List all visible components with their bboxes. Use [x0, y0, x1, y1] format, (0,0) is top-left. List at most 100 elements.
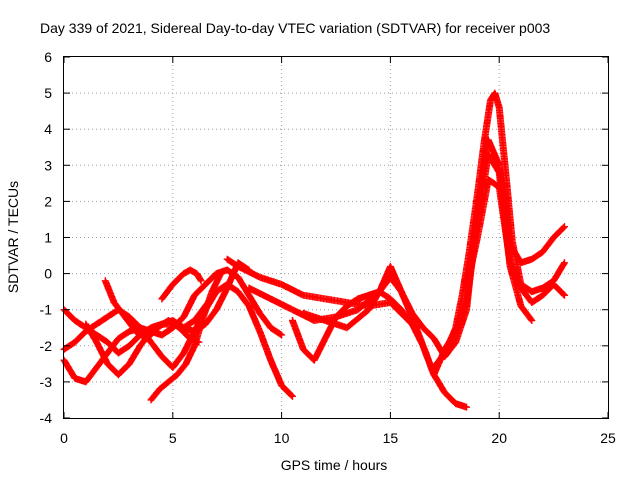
data-point-run — [365, 289, 383, 314]
data-point-run — [517, 284, 535, 305]
data-point-run — [495, 104, 510, 175]
data-point-run — [164, 317, 182, 331]
x-tick-label: 25 — [600, 430, 616, 446]
data-point-run — [201, 271, 219, 288]
x-tick-label: 5 — [169, 430, 177, 446]
data-point-run — [473, 141, 488, 198]
y-tick-label: 6 — [44, 49, 52, 65]
data-point — [560, 291, 568, 299]
data-point-run — [550, 280, 567, 298]
data-point-run — [528, 292, 545, 306]
data-point-run — [175, 324, 193, 341]
data-point-run — [430, 350, 448, 371]
y-tick-label: -4 — [40, 410, 53, 426]
data-point-run — [343, 296, 361, 310]
data-point-run — [158, 353, 176, 370]
data-point-run — [234, 262, 262, 280]
data-point-run — [386, 262, 405, 294]
data-point-run — [93, 338, 111, 366]
data-point-run — [191, 282, 208, 299]
data-point — [278, 331, 286, 339]
data-point-run — [256, 327, 274, 363]
data-point-run — [289, 317, 307, 352]
data-point-run — [208, 271, 224, 296]
data-point-run — [143, 325, 160, 343]
data-point-run — [245, 302, 263, 334]
data-point-run — [299, 291, 328, 303]
data-point — [528, 317, 536, 325]
y-tick-label: 0 — [44, 266, 52, 282]
data-point-run — [452, 307, 470, 346]
data-point-run — [267, 295, 295, 313]
data-point-run — [278, 382, 295, 399]
data-point — [560, 259, 568, 267]
data-point-run — [397, 288, 415, 316]
x-tick-label: 10 — [274, 430, 290, 446]
data-point — [560, 223, 568, 231]
data-point-run — [104, 360, 121, 378]
data-point-run — [550, 224, 567, 241]
data-point-run — [245, 284, 273, 302]
data-point-run — [452, 293, 466, 332]
data-point-run — [310, 336, 328, 364]
data-point-run — [539, 282, 556, 299]
data-point-run — [502, 169, 516, 244]
y-tick-label: -2 — [40, 338, 53, 354]
x-tick-label: 15 — [383, 430, 399, 446]
data-point-run — [164, 372, 180, 386]
data-point — [463, 403, 471, 411]
data-point-run — [256, 273, 284, 288]
data-point-run — [125, 343, 143, 368]
grid — [64, 57, 608, 418]
data-point-run — [101, 277, 117, 305]
data-point — [288, 392, 296, 400]
data-point-run — [110, 299, 128, 320]
x-axis-label: GPS time / hours — [281, 457, 388, 473]
data-point-run — [125, 332, 143, 350]
plot-frame — [63, 56, 609, 419]
series-track-11 — [299, 136, 568, 361]
data-point-run — [463, 235, 481, 292]
data-point-run — [473, 177, 492, 241]
data-point-run — [539, 278, 556, 292]
data-point-run — [517, 302, 535, 323]
data-point-run — [93, 314, 110, 328]
data-point-run — [147, 386, 163, 404]
series-track-6 — [147, 270, 225, 404]
data-point-run — [465, 192, 481, 259]
x-tick-label: 0 — [60, 430, 68, 446]
data-point-run — [245, 291, 263, 316]
data-point — [217, 270, 225, 278]
data-point-run — [234, 273, 252, 298]
data-point-run — [299, 309, 328, 324]
data-point-run — [169, 350, 187, 371]
data-point-run — [397, 306, 415, 327]
y-tick-label: -3 — [40, 374, 53, 390]
data-point-run — [278, 280, 306, 299]
data-point-run — [234, 288, 252, 309]
data-point-run — [212, 285, 230, 314]
data-point-run — [104, 336, 121, 357]
data-point-run — [114, 361, 132, 379]
data-series — [60, 89, 568, 411]
series-track-7 — [158, 266, 205, 303]
data-point-run — [223, 255, 241, 270]
chart-title: Day 339 of 2021, Sidereal Day-to-day VTE… — [40, 20, 550, 36]
data-point-run — [256, 309, 274, 330]
series-track-12 — [430, 89, 568, 371]
data-point-run — [158, 282, 176, 303]
data-point-run — [125, 313, 143, 331]
y-tick-label: 2 — [44, 193, 52, 209]
data-point-run — [495, 183, 514, 265]
data-point-run — [114, 328, 132, 343]
data-point-run — [191, 314, 207, 350]
data-point-run — [156, 379, 171, 393]
data-point-run — [386, 295, 404, 313]
data-point-run — [484, 136, 503, 168]
data-point-run — [321, 317, 349, 331]
data-point-run — [182, 343, 198, 368]
data-point-run — [71, 328, 89, 346]
y-axis-label: SDTVAR / TECUs — [5, 181, 21, 293]
data-point-run — [343, 307, 371, 332]
